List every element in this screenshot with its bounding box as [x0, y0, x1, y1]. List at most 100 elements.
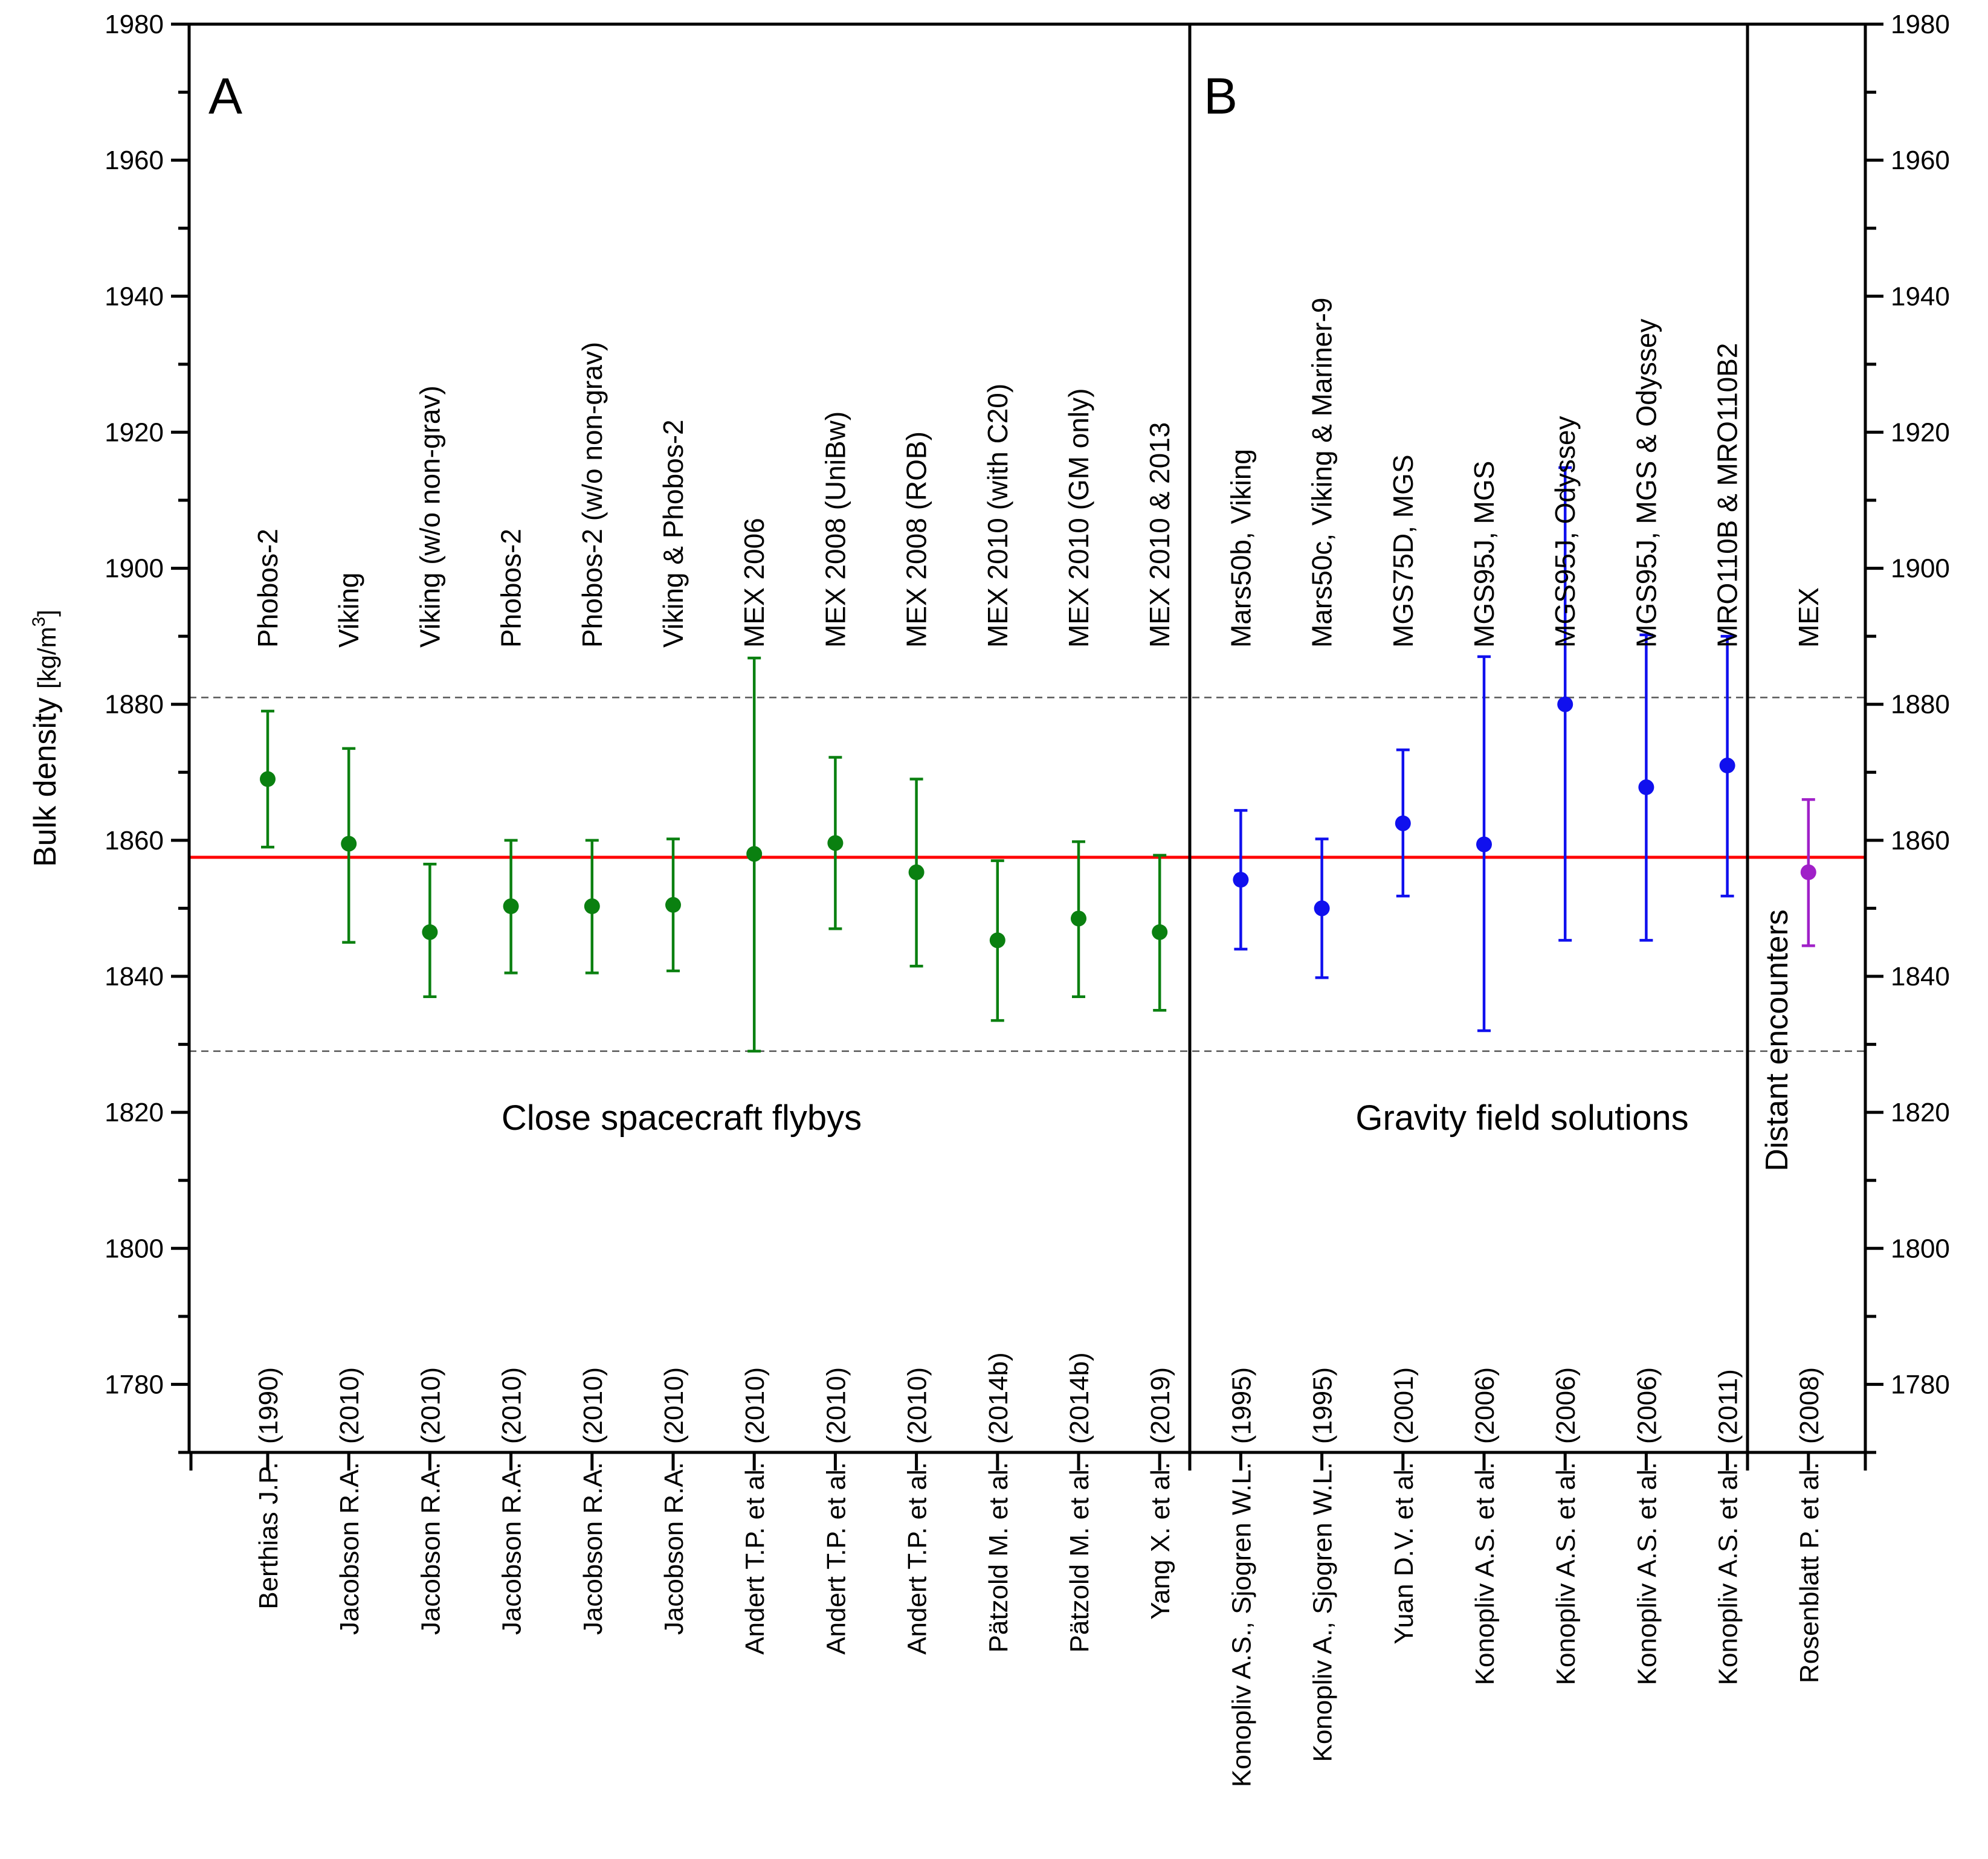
- method-label: MGS95J, Odyssey: [1549, 416, 1581, 648]
- year-label: (1995): [1308, 1367, 1338, 1444]
- year-label: (2006): [1551, 1367, 1581, 1444]
- data-point: [908, 864, 925, 880]
- y-axes: 1780 1780 1800 1800 1820 1820 1840 1840 1860 1860…: [28, 10, 1950, 1454]
- method-label: Phobos-2: [495, 529, 527, 648]
- method-label: Mars50c, Viking & Mariner-9: [1306, 298, 1338, 648]
- y-tick-label-right: 1820: [1891, 1098, 1950, 1127]
- method-label: Viking: [333, 573, 364, 648]
- year-label: (2010): [335, 1367, 364, 1444]
- data-point: [1719, 758, 1735, 774]
- plot-frame: [186, 22, 1868, 1454]
- text-labels: A B Close spacecraft flybys Gravity field s…: [208, 68, 1824, 1787]
- y-tick-label-right: 1860: [1891, 826, 1950, 855]
- panel-label-a: A: [208, 68, 242, 124]
- author-label: Berthias J.P.: [254, 1462, 283, 1609]
- author-label: Jacobson R.A.: [659, 1462, 689, 1635]
- method-label: MEX 2006: [738, 518, 770, 648]
- year-label: (2010): [578, 1367, 608, 1444]
- data-point: [1233, 872, 1249, 888]
- data-point: [341, 836, 357, 852]
- author-label: Konopliv A.S., Sjogren W.L.: [1227, 1462, 1256, 1787]
- author-label: Jacobson R.A.: [578, 1462, 608, 1635]
- author-label: Yuan D.V. et al.: [1389, 1462, 1419, 1645]
- y-tick-label: 1780: [105, 1370, 164, 1399]
- method-label: Viking (w/o non-grav): [414, 385, 445, 648]
- author-label: Konopliv A., Sjogren W.L.: [1308, 1462, 1338, 1762]
- year-label: (2010): [903, 1367, 932, 1444]
- year-label: (2010): [821, 1367, 851, 1444]
- data-point: [1638, 779, 1654, 796]
- y-tick-label-right: 1980: [1891, 10, 1950, 39]
- method-label: MGS95J, MGS: [1468, 461, 1500, 648]
- data-point: [1476, 836, 1492, 852]
- method-label: MRO110B & MRO110B2: [1712, 343, 1743, 648]
- author-label: Andert T.P. et al.: [740, 1462, 770, 1655]
- y-tick-label: 1880: [105, 690, 164, 720]
- y-tick-label: 1940: [105, 282, 164, 311]
- author-label: Andert T.P. et al.: [821, 1462, 851, 1655]
- y-tick-label-right: 1880: [1891, 690, 1950, 720]
- x-axis: [189, 1452, 1867, 1471]
- data-point: [989, 932, 1005, 949]
- panel-label-b: B: [1204, 68, 1238, 124]
- data-point: [746, 846, 763, 862]
- year-label: (2006): [1632, 1367, 1662, 1444]
- y-tick-label-right: 1800: [1891, 1234, 1950, 1263]
- author-label: Rosenblatt P. et al.: [1795, 1462, 1824, 1683]
- method-label: Mars50b, Viking: [1225, 449, 1256, 648]
- method-label: MGS95J, MGS & Odyssey: [1630, 319, 1662, 648]
- method-label: Phobos-2: [252, 529, 283, 648]
- y-tick-label-right: 1780: [1891, 1370, 1950, 1399]
- year-label: (1995): [1227, 1367, 1256, 1444]
- author-label: Yang X. et al.: [1146, 1462, 1175, 1620]
- data-point: [503, 898, 519, 915]
- year-label: (2014b): [1065, 1352, 1094, 1444]
- method-label: MEX 2008 (UniBw): [819, 411, 851, 648]
- year-label: (2010): [497, 1367, 527, 1444]
- y-tick-label-right: 1840: [1891, 962, 1950, 991]
- year-label: (1990): [254, 1367, 283, 1444]
- data-point: [260, 771, 276, 787]
- data-point: [827, 835, 844, 851]
- y-tick-label: 1860: [105, 826, 164, 855]
- data-point: [584, 898, 600, 915]
- y-tick-label: 1980: [105, 10, 164, 39]
- data-point: [665, 897, 681, 913]
- data-point: [1314, 900, 1330, 917]
- year-label: (2006): [1470, 1367, 1500, 1444]
- method-label: MEX 2010 & 2013: [1144, 422, 1175, 648]
- year-label: (2010): [416, 1367, 445, 1444]
- section-label-distant: Distant encounters: [1760, 909, 1795, 1171]
- y-tick-label-right: 1920: [1891, 417, 1950, 447]
- y-tick-label: 1840: [105, 962, 164, 991]
- y-tick-label: 1820: [105, 1098, 164, 1127]
- data-points: [260, 466, 1816, 1053]
- y-tick-label-right: 1960: [1891, 146, 1950, 175]
- year-label: (2008): [1795, 1367, 1824, 1444]
- method-label: MEX 2010 (GM only): [1063, 388, 1094, 648]
- author-label: Konopliv A.S. et al.: [1470, 1462, 1500, 1685]
- author-label: Jacobson R.A.: [335, 1462, 364, 1635]
- data-point: [1395, 815, 1411, 831]
- data-point: [1152, 924, 1168, 940]
- method-label: Viking & Phobos-2: [657, 419, 689, 648]
- author-label: Pätzold M. et al.: [1065, 1462, 1094, 1652]
- y-tick-label-right: 1940: [1891, 282, 1950, 311]
- year-label: (2010): [740, 1367, 770, 1444]
- y-tick-label: 1920: [105, 417, 164, 447]
- y-tick-label-right: 1900: [1891, 554, 1950, 584]
- year-label: (2010): [659, 1367, 689, 1444]
- method-label: Phobos-2 (w/o non-grav): [576, 342, 608, 648]
- year-label: (2011): [1714, 1369, 1743, 1444]
- author-label: Jacobson R.A.: [497, 1462, 527, 1635]
- data-point: [1557, 696, 1573, 712]
- method-label: MEX 2010 (with C20): [982, 384, 1013, 648]
- method-label: MEX 2008 (ROB): [901, 431, 932, 648]
- y-tick-label: 1900: [105, 554, 164, 584]
- y-tick-label: 1800: [105, 1234, 164, 1263]
- bounds-lines: [189, 697, 1865, 1052]
- data-point: [1800, 864, 1816, 880]
- year-label: (2014b): [984, 1352, 1013, 1444]
- year-label: (2019): [1146, 1367, 1175, 1444]
- method-label: MEX: [1793, 587, 1824, 648]
